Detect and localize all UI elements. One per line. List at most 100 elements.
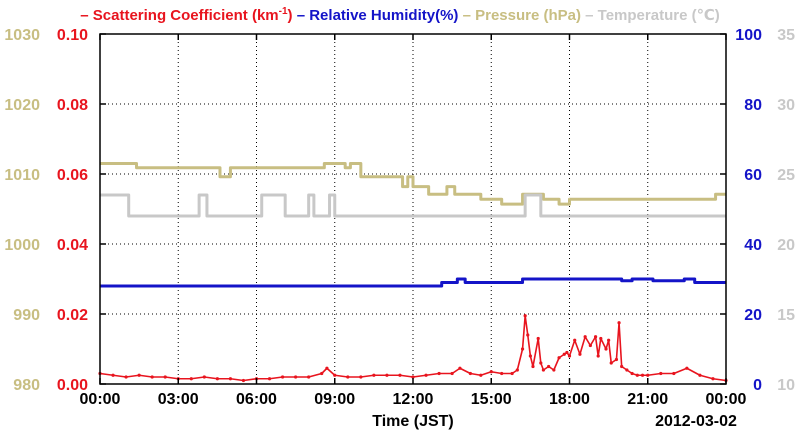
legend-entry: – Relative Humidity(%) xyxy=(293,7,459,24)
data-point xyxy=(372,373,376,377)
scattering-tick-label: 0.04 xyxy=(57,237,88,254)
data-point xyxy=(567,354,572,358)
data-point xyxy=(685,366,689,370)
scattering-tick-label: 0.06 xyxy=(57,167,88,184)
grid xyxy=(100,34,726,384)
data-point xyxy=(489,370,493,374)
x-tick-label: 15:00 xyxy=(471,391,512,408)
scattering-tick-label: 0.08 xyxy=(57,97,88,114)
data-point xyxy=(672,371,676,376)
humidity-tick-label: 40 xyxy=(744,237,762,254)
x-tick-label: 03:00 xyxy=(158,391,199,408)
humidity-tick-label: 100 xyxy=(735,27,762,44)
data-point xyxy=(593,335,598,339)
data-point xyxy=(523,314,527,318)
data-point xyxy=(614,357,619,362)
data-point xyxy=(437,371,441,376)
date-label: 2012-03-02 xyxy=(655,413,737,430)
x-tick-label: 21:00 xyxy=(627,391,668,408)
legend-entry: – Scattering Coefficient (km xyxy=(80,7,278,24)
data-point xyxy=(698,373,702,377)
data-point xyxy=(607,338,611,342)
data-point xyxy=(617,321,621,325)
data-point xyxy=(468,371,472,376)
x-tick-label: 09:00 xyxy=(314,391,355,408)
data-point xyxy=(294,375,298,379)
scattering-tick-label: 0.10 xyxy=(57,27,88,44)
humidity-tick-label: 80 xyxy=(744,97,762,114)
pressure-tick-label: 1010 xyxy=(4,167,40,184)
data-point xyxy=(583,335,587,339)
x-tick-label: 00:00 xyxy=(706,391,747,408)
data-point xyxy=(552,368,556,372)
data-point xyxy=(599,336,603,341)
series-line xyxy=(100,162,726,206)
x-axis-label: Time (JST) xyxy=(372,413,454,430)
x-tick-label: 00:00 xyxy=(80,391,121,408)
data-point xyxy=(267,377,272,381)
data-point xyxy=(228,377,233,381)
temperature-tick-label: 35 xyxy=(777,27,795,44)
data-point xyxy=(320,371,324,376)
data-point xyxy=(539,361,543,365)
data-point xyxy=(111,373,115,377)
data-point xyxy=(424,373,428,377)
legend-entry-suffix: ) xyxy=(288,7,293,24)
data-point xyxy=(562,352,566,356)
data-point xyxy=(520,347,525,351)
data-point xyxy=(640,373,645,377)
series-line xyxy=(99,314,727,382)
data-point xyxy=(536,336,540,341)
data-point xyxy=(150,375,154,379)
pressure-tick-label: 1000 xyxy=(4,237,40,254)
data-point xyxy=(526,333,530,337)
legend-entry: – Temperature (℃) xyxy=(581,7,720,24)
pressure-tick-label: 1020 xyxy=(4,97,40,114)
legend-text: – Scattering Coefficient (km-1) – Relati… xyxy=(80,6,719,24)
data-point xyxy=(333,373,337,377)
legend: – Scattering Coefficient (km-1) – Relati… xyxy=(80,6,719,24)
data-point xyxy=(573,338,577,342)
pressure-tick-label: 980 xyxy=(13,377,40,394)
data-point xyxy=(411,375,415,379)
data-point xyxy=(625,368,629,372)
temperature-tick-label: 30 xyxy=(777,97,795,114)
data-point xyxy=(557,356,561,360)
data-point xyxy=(346,375,350,379)
data-point xyxy=(531,364,535,369)
humidity-tick-label: 0 xyxy=(753,377,762,394)
data-point xyxy=(630,371,634,376)
data-point xyxy=(385,373,389,377)
data-point xyxy=(659,371,663,376)
data-point xyxy=(163,375,167,379)
scattering-tick-label: 0.00 xyxy=(57,377,88,394)
data-point xyxy=(515,368,519,372)
humidity-tick-label: 60 xyxy=(744,167,762,184)
series-line xyxy=(100,277,726,288)
data-point xyxy=(635,373,639,377)
data-point xyxy=(398,373,402,377)
scattering-tick-label: 0.02 xyxy=(57,307,88,324)
humidity-tick-label: 20 xyxy=(744,307,762,324)
data-point xyxy=(596,354,600,358)
data-point xyxy=(241,378,246,383)
data-point xyxy=(646,373,650,377)
data-point xyxy=(609,361,613,365)
pressure-tick-label: 990 xyxy=(13,307,40,324)
x-tick-label: 12:00 xyxy=(393,391,434,408)
data-point xyxy=(604,347,608,351)
data-point xyxy=(307,375,311,379)
x-tick-label: 06:00 xyxy=(236,391,277,408)
legend-entry-sup: -1 xyxy=(279,6,288,17)
pressure-tick-label: 1030 xyxy=(4,27,40,44)
data-point xyxy=(620,364,624,369)
data-point xyxy=(325,366,329,370)
data-point xyxy=(137,373,141,377)
data-point xyxy=(711,377,715,381)
series-layer xyxy=(98,162,728,383)
temperature-tick-label: 10 xyxy=(777,377,795,394)
data-point xyxy=(479,373,483,377)
x-tick-label: 18:00 xyxy=(549,391,590,408)
data-point xyxy=(500,371,504,376)
